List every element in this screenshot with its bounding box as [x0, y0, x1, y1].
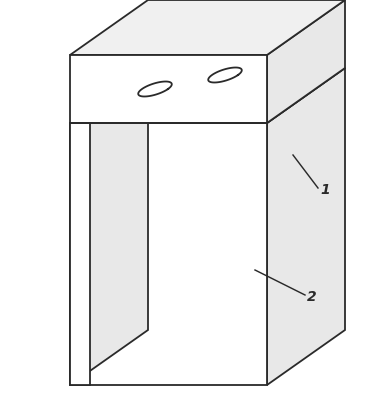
Text: 2: 2 — [307, 290, 317, 304]
Polygon shape — [70, 0, 345, 55]
Polygon shape — [70, 68, 148, 385]
Polygon shape — [70, 68, 345, 123]
Polygon shape — [267, 68, 345, 385]
Polygon shape — [267, 0, 345, 123]
Text: 1: 1 — [320, 183, 330, 197]
Polygon shape — [70, 55, 267, 123]
Polygon shape — [70, 123, 267, 385]
Polygon shape — [70, 123, 90, 385]
